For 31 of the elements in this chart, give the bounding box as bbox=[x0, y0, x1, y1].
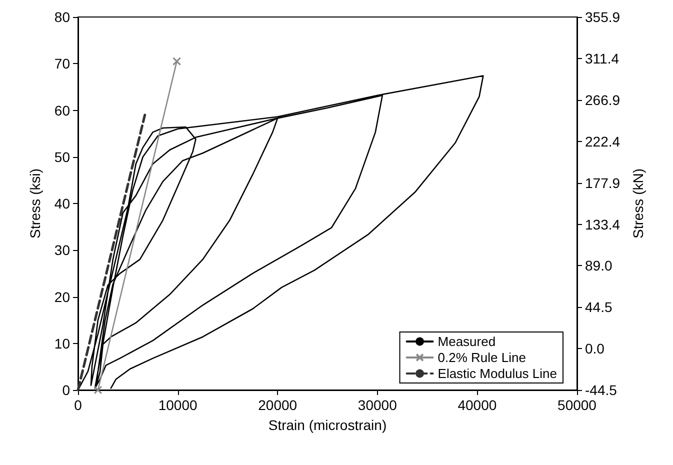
y-axis-title: Stress (ksi) bbox=[27, 168, 43, 238]
x-tick-label: 0 bbox=[74, 397, 82, 413]
y2-tick-label: 266.9 bbox=[585, 92, 620, 108]
y2-tick-label: 89.0 bbox=[585, 258, 612, 274]
y-tick-label: 30 bbox=[54, 242, 70, 258]
x-tick-label: 40000 bbox=[458, 397, 497, 413]
y-tick-label: 80 bbox=[54, 9, 70, 25]
y2-tick-label: 311.4 bbox=[585, 50, 620, 66]
y-tick-label: 40 bbox=[54, 196, 70, 212]
y-tick-label: 20 bbox=[54, 288, 70, 305]
legend-label: Elastic Modulus Line bbox=[438, 366, 558, 381]
x-tick-label: 30000 bbox=[358, 397, 398, 413]
y2-axis-title: Stress (kN) bbox=[630, 168, 646, 238]
y2-tick-label: -44.5 bbox=[585, 382, 618, 398]
y-tick-label: 50 bbox=[54, 148, 70, 165]
y2-tick-label: 133.4 bbox=[585, 216, 620, 232]
y2-tick-label: 222.4 bbox=[585, 133, 620, 150]
y2-tick-label: 44.5 bbox=[585, 299, 612, 316]
x-tick-label: 10000 bbox=[158, 397, 198, 413]
legend-label: Measured bbox=[438, 334, 496, 349]
x-tick-label: 20000 bbox=[258, 397, 298, 413]
y2-tick-label: 355.9 bbox=[585, 9, 620, 25]
y2-tick-label: 0.0 bbox=[585, 340, 605, 357]
x-axis-title: Strain (microstrain) bbox=[268, 417, 387, 433]
legend-label: 0.2% Rule Line bbox=[438, 350, 526, 365]
x-tick-label: 50000 bbox=[558, 397, 597, 413]
y-tick-label: 60 bbox=[54, 102, 70, 118]
y-tick-label: 70 bbox=[54, 56, 70, 72]
y2-tick-label: 177.9 bbox=[585, 174, 620, 191]
y-tick-label: 0 bbox=[62, 382, 70, 398]
y-tick-label: 10 bbox=[54, 335, 70, 352]
